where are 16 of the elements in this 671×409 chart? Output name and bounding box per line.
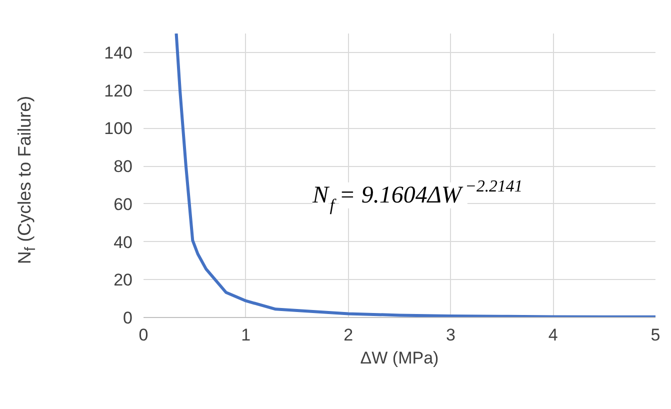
x-tick-label: 0 (138, 326, 148, 344)
y-tick-label: 0 (123, 308, 133, 328)
y-tick-label: 80 (114, 157, 133, 176)
x-tick-label: 1 (241, 326, 251, 344)
y-tick-label: 140 (104, 43, 133, 62)
x-tick-label: 5 (650, 326, 660, 344)
x-tick-label: 3 (446, 326, 456, 344)
y-tick-label: 40 (114, 232, 133, 252)
x-tick-label: 4 (548, 326, 558, 344)
y-tick-label: 60 (114, 194, 133, 214)
x-axis-title: ΔW (MPa) (360, 348, 439, 368)
x-tick-label: 2 (344, 326, 354, 344)
y-tick-label: 20 (114, 270, 133, 290)
line-series (174, 34, 656, 318)
y-tick-label: 100 (104, 119, 133, 138)
y-tick-label: 120 (104, 81, 133, 100)
